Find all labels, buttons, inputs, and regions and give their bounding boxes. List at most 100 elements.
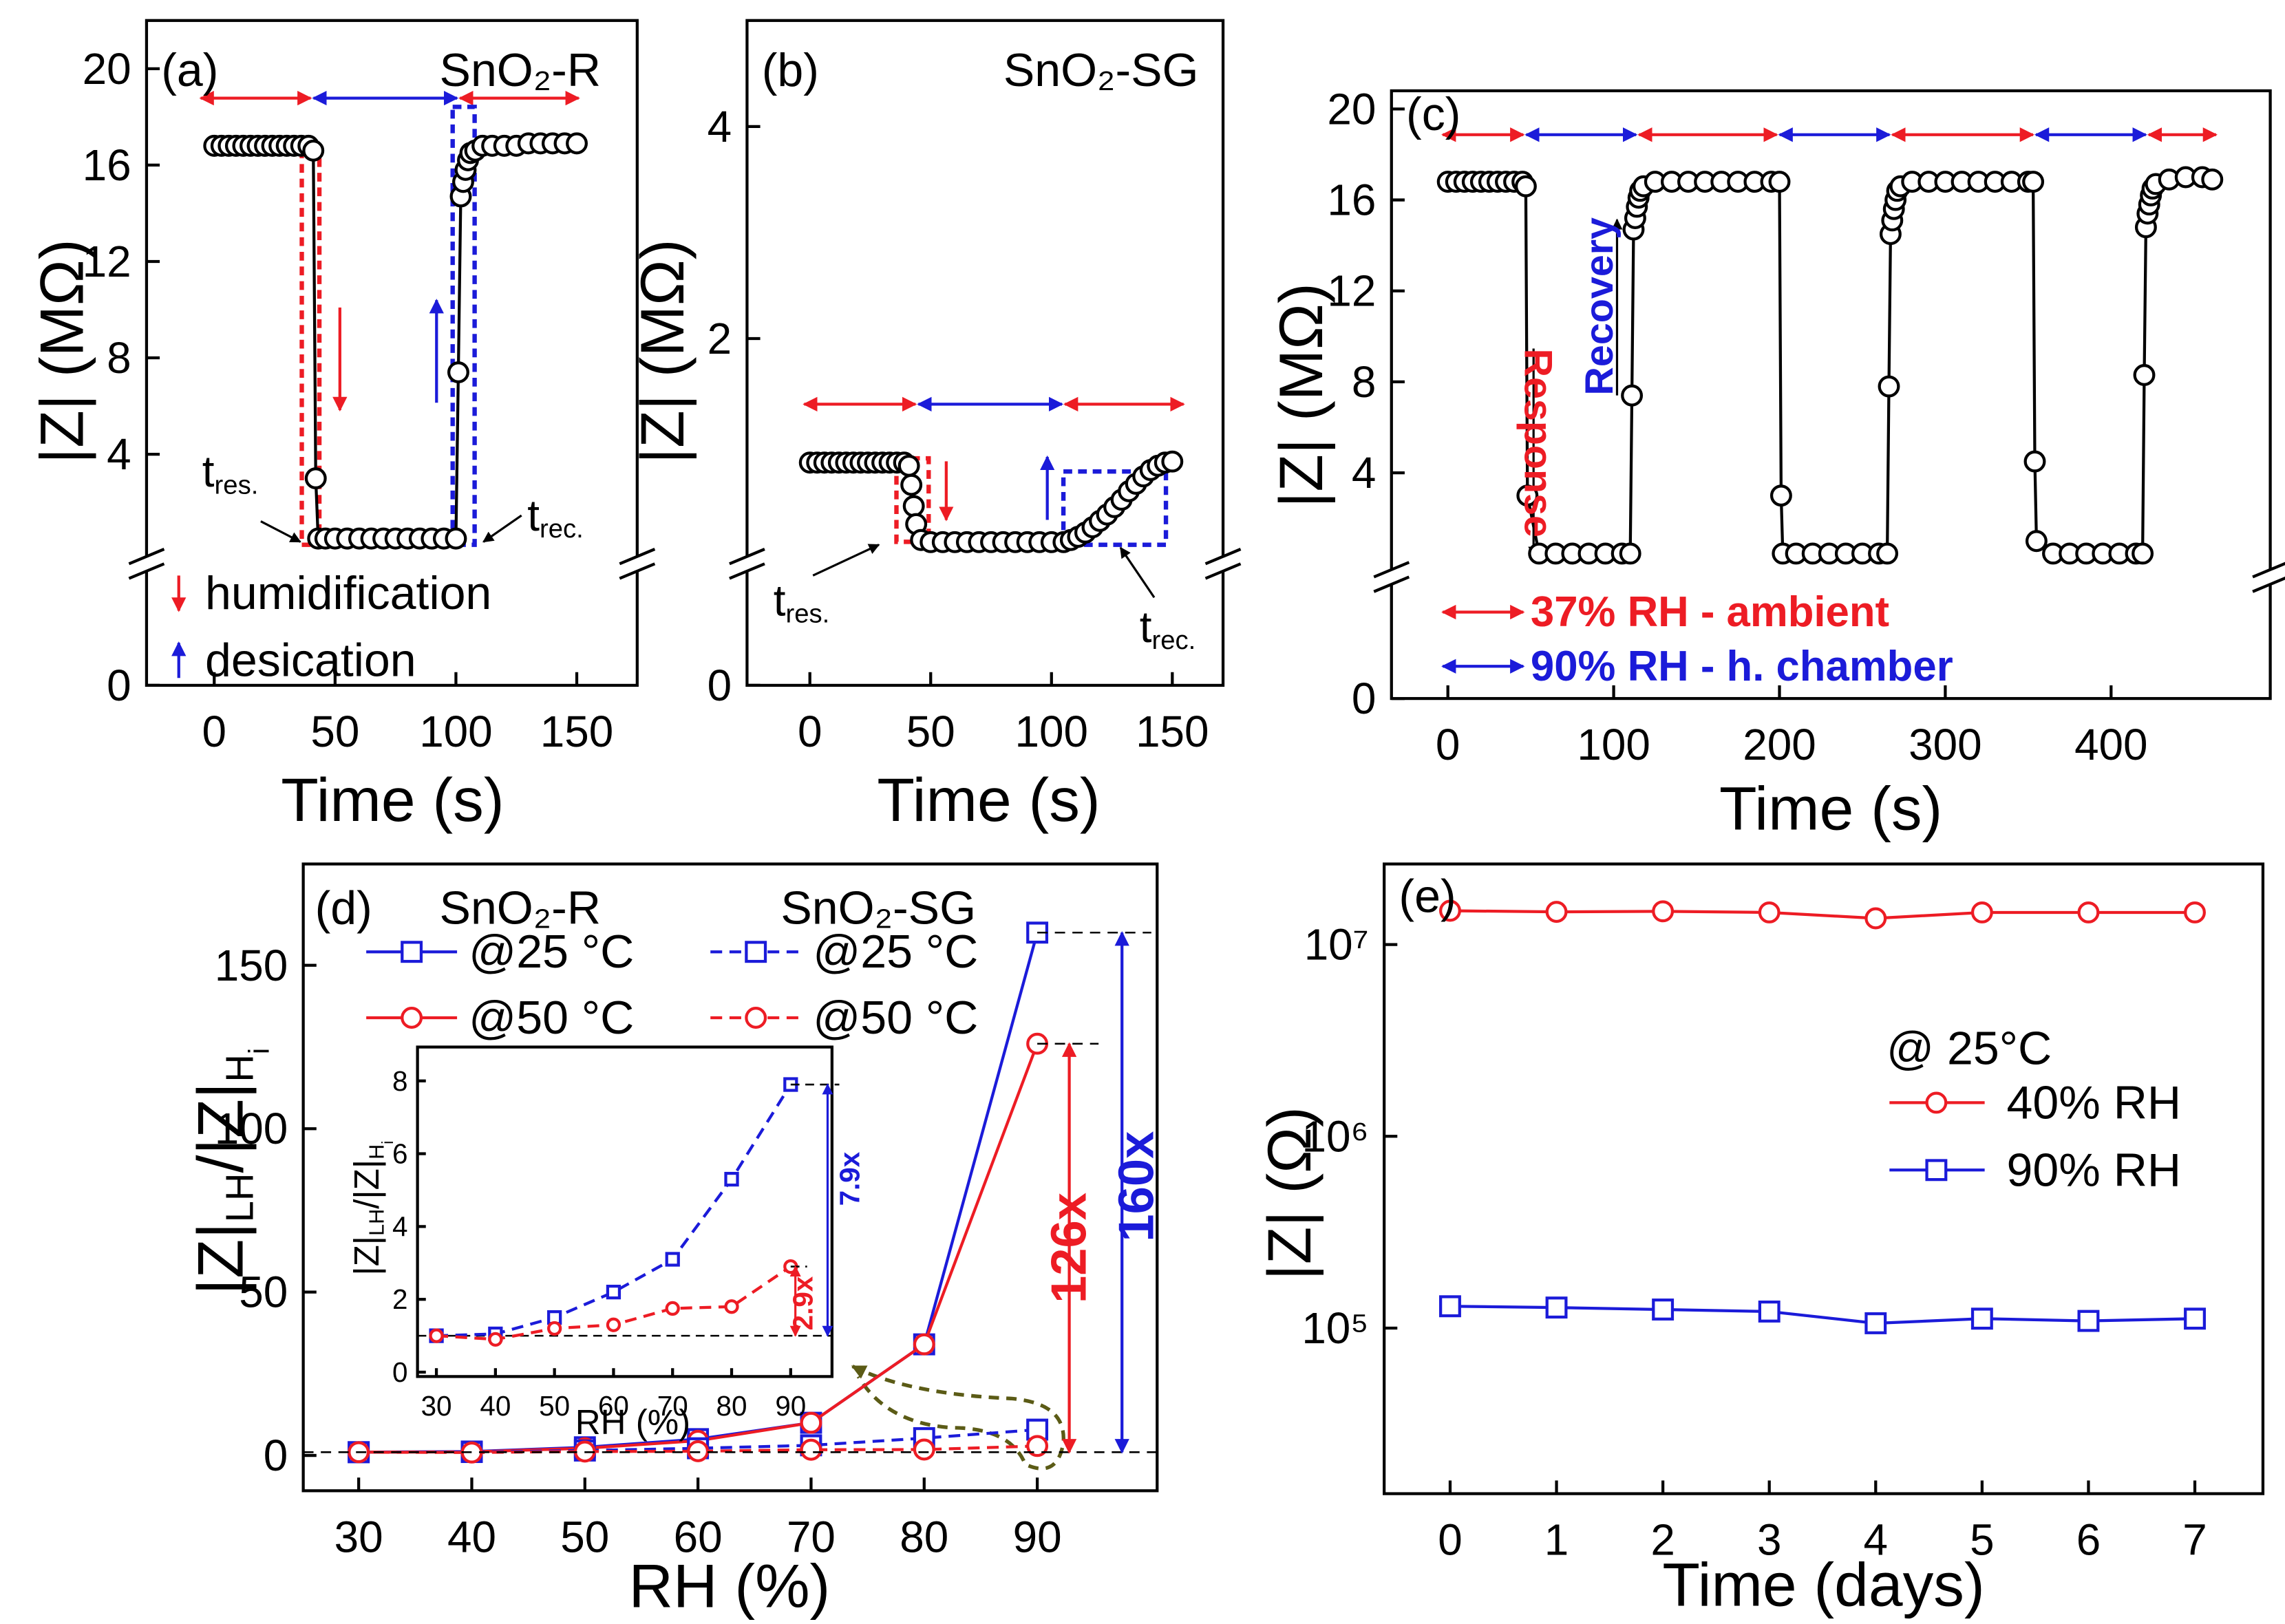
data-point <box>1439 1295 1461 1318</box>
data-point <box>902 495 925 517</box>
y-tick-label: 50 <box>239 1268 288 1317</box>
axis-break <box>2252 576 2285 593</box>
data-point <box>1652 900 1675 923</box>
axis-break-gap <box>743 556 752 571</box>
y-tick-label: 0 <box>392 1356 407 1388</box>
y-axis-label: |Z| (MΩ) <box>1266 283 1335 508</box>
data-point <box>606 1284 621 1300</box>
data-point <box>800 1411 822 1434</box>
legend-marker <box>401 1007 423 1029</box>
x-tick-label: 400 <box>2074 720 2148 769</box>
data-point <box>2184 1307 2206 1330</box>
data-point <box>2023 450 2046 473</box>
data-point <box>724 1171 739 1187</box>
y-axis-label: |Z| (Ω) <box>1255 1107 1324 1280</box>
x-tick-label: 100 <box>1577 720 1650 769</box>
y-tick-label: 2 <box>392 1283 407 1315</box>
data-point <box>913 1333 935 1356</box>
y-tick-label: 4 <box>1352 448 1377 498</box>
y-tick-label: 10⁶ <box>1302 1111 1369 1161</box>
label-part: |Z| <box>347 1236 386 1276</box>
legend-label: @50 °C <box>813 992 978 1044</box>
axis-break <box>1204 548 1242 566</box>
data-point <box>1545 1296 1568 1319</box>
y-tick-label: 20 <box>83 44 131 94</box>
x-tick-label: 80 <box>900 1512 948 1561</box>
legend-label: 40% RH <box>2007 1076 2182 1129</box>
annotation: SnO₂-SG <box>1003 44 1199 96</box>
annotation: 160x <box>1109 1131 1164 1242</box>
label-part: t <box>1140 602 1152 652</box>
panel <box>1382 862 2265 1495</box>
axis-break <box>619 548 656 566</box>
data-point <box>1758 901 1781 923</box>
y-tick-label: 12 <box>83 237 131 286</box>
data-point <box>447 361 469 383</box>
y-tick-label: 10⁵ <box>1301 1303 1368 1353</box>
pointer <box>482 514 522 543</box>
label-part: H <box>365 1144 388 1160</box>
data-point <box>1026 1435 1049 1457</box>
inset <box>416 1045 840 1378</box>
x-tick-label: 100 <box>1015 707 1089 756</box>
label-part: i <box>379 1141 396 1144</box>
x-tick-label: 0 <box>798 707 822 756</box>
dashed-box <box>1061 469 1169 547</box>
x-tick-label: 5 <box>1970 1515 1995 1565</box>
label-part: t <box>527 491 540 540</box>
data-point <box>547 1321 562 1336</box>
x-tick-label: 40 <box>447 1512 496 1561</box>
data-point <box>1876 542 1899 565</box>
pointer <box>1119 546 1156 599</box>
legend-label: @50 °C <box>469 992 634 1044</box>
inset-annotation: 2.9x <box>787 1276 818 1330</box>
legend-label: @25 °C <box>469 926 634 978</box>
x-tick-label: 30 <box>421 1390 452 1422</box>
axis-break <box>2252 562 2285 579</box>
legend-label: 90% RH <box>2007 1144 2182 1196</box>
data-point <box>800 1438 822 1461</box>
annotation: Recovery <box>1577 217 1622 396</box>
label-part: rec. <box>1151 625 1195 654</box>
data-line <box>1449 1305 2196 1325</box>
annotation: 126x <box>1042 1193 1097 1303</box>
data-point <box>665 1252 680 1267</box>
label-part: res. <box>215 470 259 500</box>
x-axis-label: RH (%) <box>628 1552 830 1621</box>
data-point <box>1769 484 1792 507</box>
label-part: i <box>242 1048 275 1054</box>
data-point <box>1619 542 1641 565</box>
data-point <box>900 473 923 496</box>
legend-title: @ 25°C <box>1887 1023 2052 1075</box>
data-point <box>302 139 325 162</box>
x-tick-label: 150 <box>540 707 614 756</box>
x-tick-label: 50 <box>560 1512 609 1561</box>
data-point <box>2133 364 2156 386</box>
annotation: (c) <box>1406 88 1460 140</box>
x-tick-label: 3 <box>1757 1515 1782 1565</box>
legend-marker <box>1925 1159 1948 1182</box>
x-tick-label: 1 <box>1544 1515 1569 1565</box>
x-tick-label: 50 <box>539 1390 570 1422</box>
label-part: /|Z| <box>347 1160 386 1209</box>
x-tick-label: 2 <box>1650 1515 1675 1565</box>
data-point <box>566 132 588 155</box>
data-point <box>606 1317 621 1332</box>
y-tick-label: 0 <box>1352 674 1377 723</box>
legend-marker <box>401 941 423 963</box>
label-part: /|Z| <box>184 1082 256 1173</box>
y-tick-label: 0 <box>107 661 131 710</box>
axes-frame <box>145 19 639 687</box>
data-point <box>1970 1307 1993 1330</box>
data-point <box>1439 899 1461 922</box>
axis-break-gap <box>142 556 151 571</box>
x-tick-label: 100 <box>419 707 493 756</box>
panel <box>128 19 656 687</box>
annotation: trec. <box>1140 602 1196 655</box>
data-point <box>2132 542 2154 565</box>
legend-label: humidification <box>205 567 491 619</box>
data-point <box>1545 901 1568 923</box>
legend-column: SnO₂-SG <box>780 882 976 934</box>
x-axis-label: Time (s) <box>1719 774 1942 843</box>
